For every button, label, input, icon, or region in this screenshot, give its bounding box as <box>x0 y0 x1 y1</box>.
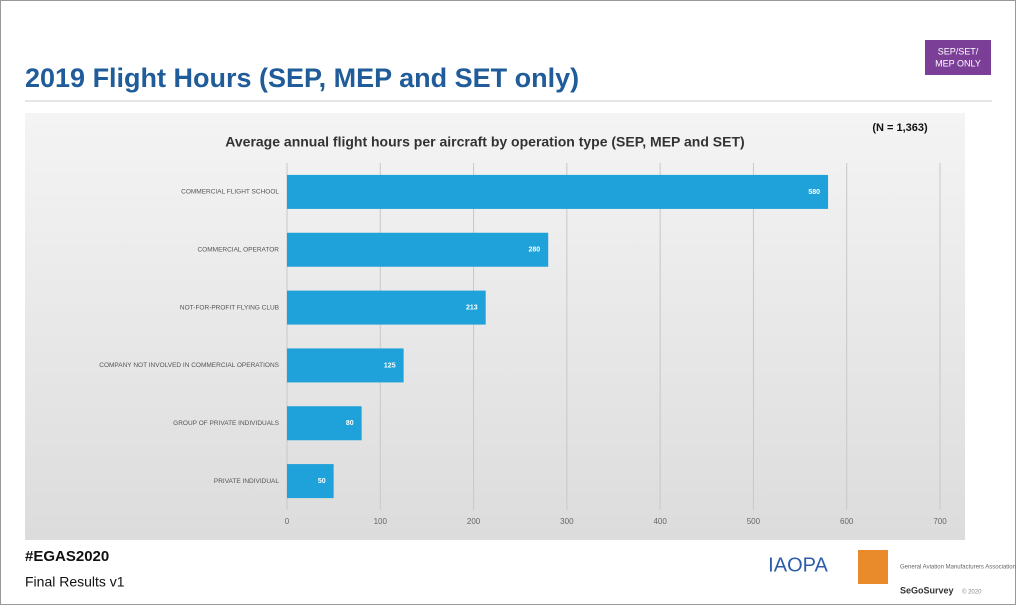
y-tick-label: COMPANY NOT INVOLVED IN COMMERCIAL OPERA… <box>99 362 279 369</box>
value-label: 50 <box>318 478 326 485</box>
survey-logo: SeGoSurvey <box>900 585 954 595</box>
x-tick-label: 500 <box>747 517 761 526</box>
value-label: 280 <box>529 247 541 254</box>
slide-title: 2019 Flight Hours (SEP, MEP and SET only… <box>25 63 579 93</box>
annotation: (N = 1,363) <box>872 122 928 134</box>
x-tick-label: 100 <box>374 517 388 526</box>
bar <box>287 348 404 383</box>
badge-line: SEP/SET/ <box>938 46 979 56</box>
y-tick-label: COMMERCIAL OPERATOR <box>197 246 279 253</box>
value-label: 125 <box>384 362 396 369</box>
x-tick-label: 200 <box>467 517 481 526</box>
x-tick-label: 700 <box>933 517 947 526</box>
copyright: © 2020 <box>962 589 982 596</box>
hashtag: #EGAS2020 <box>25 548 109 565</box>
y-tick-label: PRIVATE INDIVIDUAL <box>214 478 280 485</box>
value-label: 213 <box>466 304 478 311</box>
x-tick-label: 600 <box>840 517 854 526</box>
badge-line: MEP ONLY <box>935 58 981 68</box>
badge <box>925 40 991 75</box>
y-tick-label: COMMERCIAL FLIGHT SCHOOL <box>181 189 279 196</box>
bar <box>287 406 362 441</box>
bar <box>287 232 549 267</box>
y-tick-label: NOT-FOR-PROFIT FLYING CLUB <box>180 304 279 311</box>
x-tick-label: 0 <box>285 517 290 526</box>
value-label: 80 <box>346 420 354 427</box>
bar <box>287 174 829 209</box>
iaopa-logo: IAOPA <box>768 554 828 576</box>
version: Final Results v1 <box>25 574 125 590</box>
x-tick-label: 400 <box>653 517 667 526</box>
bar <box>287 290 486 325</box>
value-label: 580 <box>808 189 820 196</box>
y-tick-label: GROUP OF PRIVATE INDIVIDUALS <box>173 420 279 427</box>
gama-logo: General Aviation Manufacturers Associati… <box>900 565 1016 571</box>
bar <box>287 464 334 499</box>
gama-logo-mark <box>858 550 888 584</box>
chart-title: Average annual flight hours per aircraft… <box>225 134 744 150</box>
x-tick-label: 300 <box>560 517 574 526</box>
